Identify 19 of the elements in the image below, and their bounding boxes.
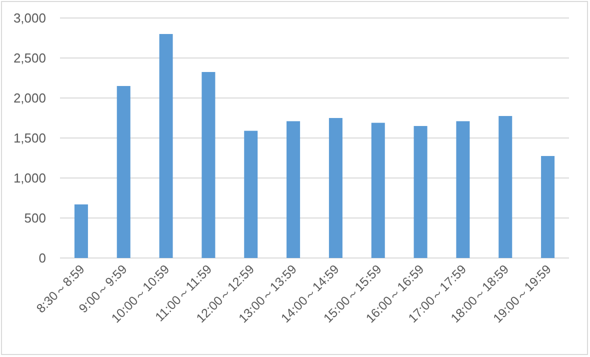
bar (244, 130, 258, 258)
y-tick-label: 1,000 (13, 170, 46, 186)
bar (498, 116, 512, 258)
y-tick-label: 0 (38, 250, 46, 266)
bar (414, 126, 428, 258)
y-tick-label: 2,500 (13, 50, 46, 66)
bar (456, 121, 470, 258)
bar (159, 34, 173, 258)
y-tick-label: 1,500 (13, 130, 46, 146)
bar (202, 72, 216, 258)
bar (286, 121, 300, 258)
y-tick-label: 500 (24, 210, 46, 226)
bar (328, 118, 342, 258)
y-tick-label: 2,000 (13, 90, 46, 106)
bar (371, 122, 385, 258)
bar (541, 156, 555, 258)
bar (116, 86, 130, 258)
bar (74, 204, 88, 258)
y-tick-label: 3,000 (13, 10, 46, 26)
